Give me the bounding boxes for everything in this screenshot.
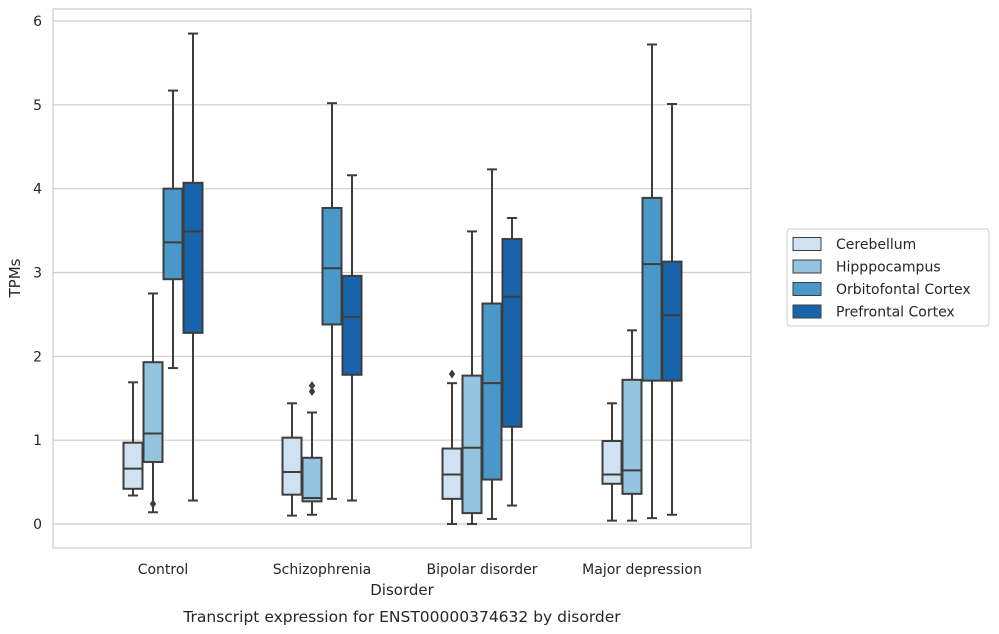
y-tick-label: 5: [33, 98, 42, 114]
box-iqr: [501, 237, 523, 428]
y-axis-label: TPMs: [6, 258, 24, 298]
legend-swatch: [792, 237, 822, 251]
x-tick-label: Major depression: [582, 562, 702, 578]
y-tick-label: 0: [33, 517, 42, 533]
y-tick-label: 3: [33, 266, 42, 282]
box-0-3: [601, 402, 623, 522]
box-3-2: [501, 217, 523, 507]
box-iqr: [341, 274, 363, 376]
boxes: [122, 32, 683, 525]
legend-label: Cerebellum: [836, 237, 916, 253]
box-2-0: [162, 89, 184, 370]
outlier-point: [308, 387, 316, 397]
chart-caption: Transcript expression for ENST0000037463…: [182, 608, 621, 626]
y-tick-labels: 0 1 2 3 4 5 6: [33, 14, 42, 533]
box-3-3: [661, 102, 683, 516]
legend-frame: [786, 228, 990, 327]
box-0-0: [122, 381, 144, 497]
x-tick-labels: Control Schizophrenia Bipolar disorder Majo…: [138, 562, 702, 578]
box-iqr: [162, 187, 184, 281]
box-iqr: [601, 440, 623, 485]
box-iqr: [461, 374, 483, 515]
box-0-2: [441, 369, 463, 525]
box-iqr: [142, 361, 164, 463]
y-tick-label: 2: [33, 349, 42, 365]
box-iqr: [641, 196, 663, 382]
x-tick-label: Schizophrenia: [273, 562, 371, 578]
box-iqr: [481, 302, 503, 481]
legend-swatch: [792, 282, 822, 296]
plot-frame: [52, 8, 752, 549]
legend-label: Hipppocampus: [836, 260, 941, 276]
box-iqr: [182, 181, 204, 334]
box-iqr: [661, 260, 683, 382]
outlier-point: [149, 499, 157, 509]
box-2-2: [481, 168, 503, 520]
outlier-point: [308, 381, 316, 391]
box-iqr: [301, 456, 323, 503]
box-2-3: [641, 43, 663, 520]
y-tick-label: 1: [33, 433, 42, 449]
box-1-1: [301, 381, 323, 516]
x-axis-label: Disorder: [370, 581, 434, 599]
y-tick-label: 4: [33, 182, 42, 198]
legend-swatch: [792, 259, 822, 274]
box-1-0: [142, 292, 164, 514]
box-iqr: [321, 206, 343, 326]
box-iqr: [122, 441, 144, 490]
box-1-3: [621, 329, 643, 522]
legend: Cerebellum Hipppocampus Orbitofontal Corte…: [786, 228, 990, 327]
legend-label: Orbitofontal Cortex: [836, 282, 971, 298]
legend-swatch: [792, 304, 822, 319]
box-iqr: [621, 378, 643, 495]
box-1-2: [461, 230, 483, 525]
box-3-0: [182, 32, 204, 502]
outlier-point: [448, 369, 456, 379]
x-tick-label: Bipolar disorder: [426, 562, 537, 578]
x-tick-label: Control: [138, 562, 189, 578]
legend-label: Prefrontal Cortex: [836, 305, 955, 321]
box-3-1: [341, 174, 363, 502]
box-2-1: [321, 102, 343, 500]
box-iqr: [281, 436, 303, 496]
box-0-1: [281, 402, 303, 517]
y-tick-label: 6: [33, 14, 42, 30]
